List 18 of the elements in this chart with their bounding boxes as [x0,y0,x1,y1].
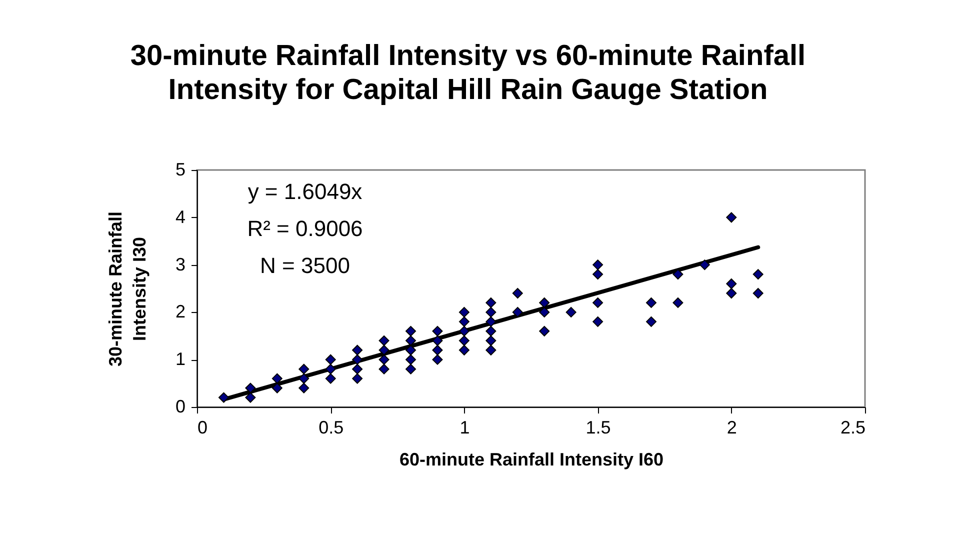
annotation: R² = 0.9006 [247,216,363,241]
y-tick-label: 3 [175,254,186,274]
x-tick-label: 0 [198,418,208,438]
x-tick-label: 0.5 [318,418,344,438]
y-tick-label: 1 [175,349,186,370]
x-axis-title: 60-minute Rainfall Intensity I60 [399,450,664,470]
y-tick-label: 5 [175,160,186,180]
y-axis-title: 30-minute Rainfall Intensity I30 [105,211,150,367]
x-tick-label: 2 [726,418,737,438]
x-tick-label: 1 [460,418,470,438]
y-tick-label: 2 [175,302,186,322]
annotation: N = 3500 [260,253,350,278]
y-tick-label: 0 [175,396,186,416]
annotation: y = 1.6049x [248,179,362,204]
x-tick-label: 1.5 [586,418,611,438]
x-tick-label: 2.5 [840,418,866,438]
y-tick-label: 4 [175,206,186,227]
chart-title: 30-minute Rainfall Intensity vs 60-minute Rainfall Intensity for Capital Hill Rain Gauge Station [130,40,806,106]
